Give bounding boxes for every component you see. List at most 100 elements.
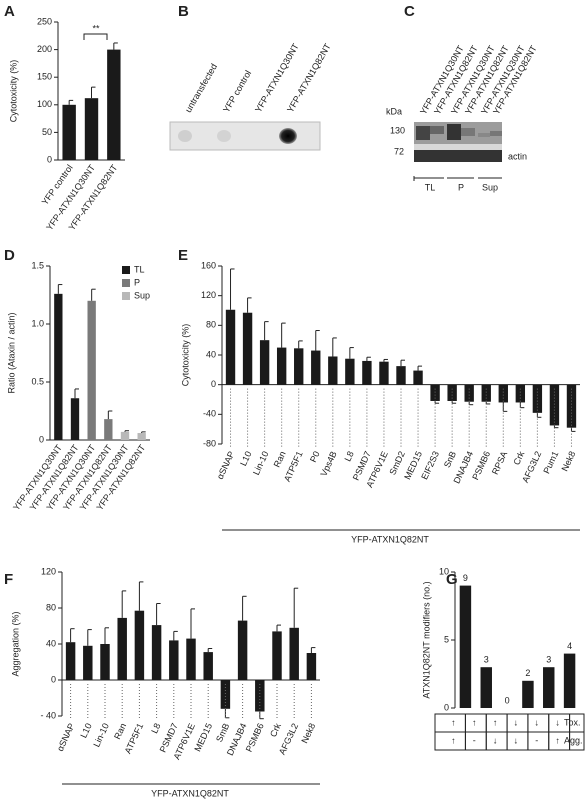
x-tick-label: Lin-10 [251, 450, 271, 477]
group-label: P [458, 182, 464, 192]
table-symbol: ↑ [451, 735, 456, 745]
y-tick-label: 0 [47, 154, 52, 164]
table-symbol: ↑ [493, 717, 498, 727]
legend-label: Sup [134, 290, 150, 300]
y-tick-label: 1.0 [31, 318, 44, 328]
bar [220, 680, 231, 709]
bar [169, 640, 179, 680]
panel-letter: G [446, 571, 458, 588]
bar [515, 384, 526, 403]
x-tick-label: Nek8 [299, 722, 317, 745]
value-label: 3 [546, 655, 551, 665]
bar [480, 667, 492, 708]
table-symbol: ↑ [472, 717, 477, 727]
value-label: 4 [567, 641, 572, 651]
blot-band [478, 133, 490, 137]
bar [117, 617, 127, 680]
x-tick-label: Nek8 [559, 450, 577, 473]
bar [566, 384, 577, 428]
bar [549, 384, 560, 426]
bar [311, 350, 321, 385]
y-axis-label: Cytotoxicity (%) [180, 324, 190, 387]
bar [237, 620, 248, 680]
bar [87, 300, 96, 440]
y-tick-label: 80 [206, 320, 216, 330]
loading-label: actin [508, 151, 527, 161]
bar [543, 667, 555, 708]
bar [104, 419, 113, 440]
panel-letter: F [4, 571, 13, 588]
y-tick-label: 120 [41, 566, 56, 576]
y-tick-label: 40 [46, 638, 56, 648]
x-tick-label: L8 [343, 450, 356, 463]
bar [259, 340, 270, 385]
blot-band [447, 124, 461, 140]
y-tick-label: 40 [206, 349, 216, 359]
bar [186, 638, 196, 680]
table-symbol: ↓ [514, 717, 519, 727]
value-label: 2 [525, 668, 530, 678]
bar [62, 104, 76, 160]
table-symbol: ↓ [514, 735, 519, 745]
panel-letter: E [178, 247, 188, 264]
group-label: TL [425, 182, 436, 192]
lane-label: YFP control [221, 69, 253, 115]
table-symbol: ↓ [555, 717, 560, 727]
y-axis-label: Cytotoxicity (%) [8, 60, 18, 123]
bar [362, 360, 372, 385]
y-axis-label: ATXN1Q82NT modifiers (no.) [421, 581, 431, 698]
table-symbol: ↑ [451, 717, 456, 727]
blot-band [461, 128, 475, 136]
bar [100, 644, 110, 680]
dot [217, 130, 231, 142]
panel-letter: C [404, 3, 415, 20]
bar [430, 384, 440, 401]
y-tick-label: 120 [201, 290, 216, 300]
x-tick-label: RPSA [490, 450, 509, 476]
bar [272, 631, 282, 680]
y-tick-label: 200 [37, 44, 52, 54]
x-tick-label: αSNAP [55, 722, 77, 753]
y-tick-label: 160 [201, 260, 216, 270]
bar [242, 312, 253, 385]
y-tick-label: 0 [51, 674, 56, 684]
x-tick-label: Crk [511, 449, 526, 466]
x-tick-label: L8 [149, 722, 162, 735]
bar [107, 49, 121, 160]
y-tick-label: 50 [42, 127, 52, 137]
bar [203, 652, 213, 680]
blot-band [430, 126, 444, 134]
lane-label: untransfected [183, 62, 219, 114]
x-tick-label: P0 [308, 450, 322, 464]
y-axis-label: Ratio (Ataxin / actin) [6, 312, 16, 393]
y-tick-label: 80 [46, 602, 56, 612]
bar [70, 398, 80, 440]
x-tick-label: αSNAP [215, 450, 237, 481]
table-symbol: - [535, 735, 538, 745]
bar [294, 348, 304, 385]
x-tick-label: Crk [268, 721, 283, 738]
y-tick-label: -40 [203, 409, 216, 419]
bar [498, 384, 508, 403]
y-tick-label: 5 [444, 634, 449, 644]
bar [396, 366, 406, 385]
bar [151, 625, 162, 680]
panel-letter: D [4, 247, 15, 264]
y-axis-label: Aggregation (%) [10, 611, 20, 676]
y-tick-label: 1.5 [31, 260, 44, 270]
panel-letter: A [4, 3, 15, 20]
marker-unit: kDa [386, 106, 402, 116]
bar [134, 610, 145, 680]
y-tick-label: 0.5 [31, 376, 44, 386]
table-symbol: - [473, 735, 476, 745]
x-tick-label: Ran [272, 450, 288, 469]
x-tick-label: L10 [78, 722, 93, 740]
bar [328, 356, 338, 385]
value-label: 9 [463, 573, 468, 583]
group-label: Sup [482, 182, 498, 192]
bar [137, 433, 146, 440]
y-tick-label: 100 [37, 99, 52, 109]
dot [279, 128, 297, 144]
marker: 130 [390, 125, 405, 135]
x-tick-label: Lin-10 [91, 722, 111, 749]
